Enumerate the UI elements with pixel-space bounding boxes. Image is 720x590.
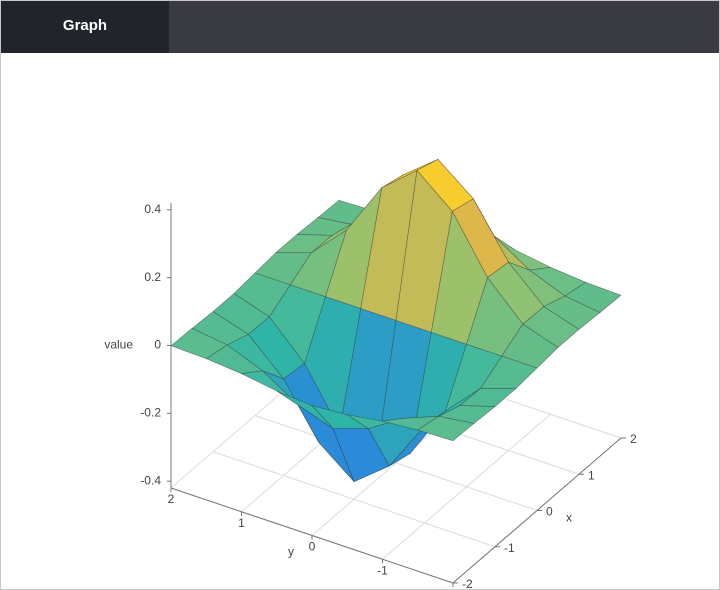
- y-tick-label: 0: [309, 540, 316, 554]
- x-axis-label: x: [566, 511, 572, 525]
- y-tick-label: 2: [168, 492, 175, 506]
- x-tick-label: -2: [462, 577, 473, 589]
- grid-line: [382, 413, 551, 560]
- x-tick-label: -1: [504, 541, 515, 555]
- surface-cell: [417, 415, 475, 442]
- y-tick-label: -1: [377, 563, 388, 577]
- z-tick-label: -0.4: [140, 473, 161, 487]
- z-tick-label: 0.4: [144, 202, 161, 216]
- z-tick-label: 0: [154, 338, 161, 352]
- x-tick-label: 2: [630, 432, 637, 446]
- y-tick-label: 1: [238, 516, 245, 530]
- z-tick-label: -0.2: [140, 406, 161, 420]
- y-axis-label: y: [288, 545, 294, 559]
- y-tick-label: -2: [448, 587, 459, 589]
- top-bar: Graph: [1, 1, 719, 53]
- x-tick-label: 1: [588, 468, 595, 482]
- tab[interactable]: Graph: [1, 1, 169, 53]
- z-tick-label: 0.2: [144, 270, 161, 284]
- x-tick-label: 0: [546, 505, 553, 519]
- z-axis-label: value: [104, 338, 133, 352]
